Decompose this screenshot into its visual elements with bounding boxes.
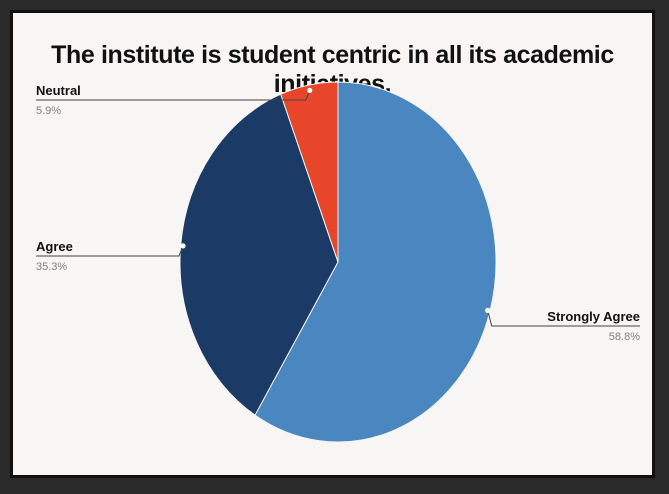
- pie-slice-neutral: [280, 81, 339, 263]
- slice-label: Agree: [36, 239, 73, 254]
- slice-label: Neutral: [36, 83, 81, 98]
- callout-dot: [485, 307, 491, 313]
- slice-percentage: 58.8%: [609, 331, 640, 343]
- slice-percentage: 5.9%: [36, 105, 61, 117]
- slice-percentage: 35.3%: [36, 261, 67, 273]
- callout-dot: [180, 243, 186, 249]
- slice-label: Strongly Agree: [547, 309, 640, 324]
- callout-line: [36, 245, 184, 257]
- callout-dot: [307, 87, 313, 93]
- callout-line: [36, 90, 311, 101]
- callout-line: [487, 310, 640, 327]
